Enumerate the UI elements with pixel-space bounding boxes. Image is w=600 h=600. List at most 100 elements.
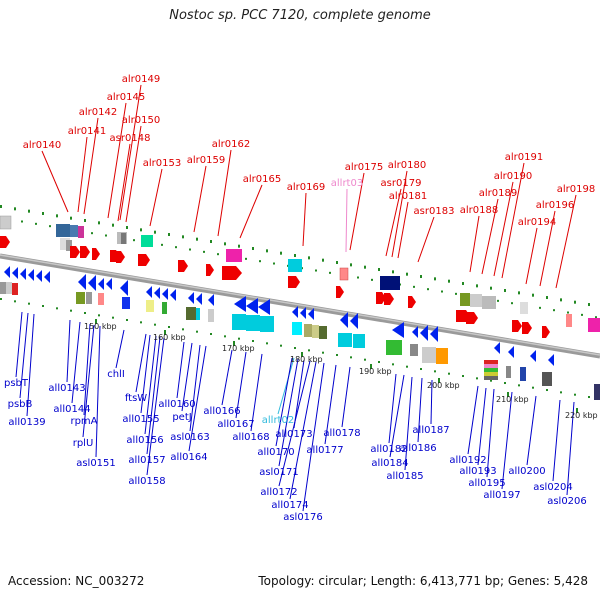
gene-label-all0192[interactable]: all0192 <box>449 455 486 466</box>
gene-arrow[interactable] <box>154 287 160 299</box>
gene-label-all0167[interactable]: all0167 <box>217 419 254 430</box>
gene-block[interactable] <box>484 364 498 368</box>
gene-block[interactable] <box>70 225 78 237</box>
gene-block[interactable] <box>66 240 72 251</box>
gene-block[interactable] <box>141 235 153 247</box>
gene-arrow[interactable] <box>340 312 348 328</box>
gene-arrow[interactable] <box>178 260 188 272</box>
gene-block[interactable] <box>484 372 498 376</box>
gene-block[interactable] <box>353 334 365 348</box>
gene-label-chlI[interactable]: chlI <box>107 369 125 380</box>
gene-arrow[interactable] <box>288 276 300 288</box>
gene-block[interactable] <box>78 226 84 238</box>
gene-label-alr0150[interactable]: alr0150 <box>122 115 160 126</box>
gene-block[interactable] <box>484 376 498 380</box>
gene-label-alr0198[interactable]: alr0198 <box>557 184 595 195</box>
gene-label-alr0188[interactable]: alr0188 <box>460 205 498 216</box>
gene-label-all0155[interactable]: all0155 <box>122 414 159 425</box>
gene-arrow[interactable] <box>420 325 428 341</box>
gene-label-asr0183[interactable]: asr0183 <box>414 206 455 217</box>
gene-block[interactable] <box>338 333 352 347</box>
gene-arrow[interactable] <box>258 299 270 315</box>
gene-block[interactable] <box>98 293 104 305</box>
gene-label-alr0189[interactable]: alr0189 <box>479 188 517 199</box>
gene-label-alr0153[interactable]: alr0153 <box>143 158 181 169</box>
gene-label-all0185[interactable]: all0185 <box>386 471 423 482</box>
gene-label-all0143[interactable]: all0143 <box>48 383 85 394</box>
gene-label-alr0142[interactable]: alr0142 <box>79 107 117 118</box>
gene-block[interactable] <box>0 215 12 230</box>
gene-block[interactable] <box>186 307 196 320</box>
gene-label-psbT[interactable]: psbT <box>4 378 29 389</box>
gene-arrow[interactable] <box>70 246 80 258</box>
gene-block[interactable] <box>86 292 92 304</box>
gene-label-all0158[interactable]: all0158 <box>128 476 165 487</box>
gene-block[interactable] <box>520 302 528 314</box>
gene-block[interactable] <box>121 233 126 244</box>
gene-label-asl0206[interactable]: asl0206 <box>547 496 587 507</box>
gene-arrow[interactable] <box>430 326 438 342</box>
gene-block[interactable] <box>76 292 85 304</box>
gene-arrow[interactable] <box>376 292 386 304</box>
gene-block[interactable] <box>410 344 418 356</box>
gene-arrow[interactable] <box>80 246 90 258</box>
gene-arrow[interactable] <box>336 286 344 298</box>
gene-arrow[interactable] <box>0 236 10 248</box>
gene-arrow[interactable] <box>522 322 532 334</box>
gene-label-all0193[interactable]: all0193 <box>459 466 496 477</box>
gene-block[interactable] <box>304 324 312 337</box>
gene-block[interactable] <box>594 384 600 400</box>
gene-arrow[interactable] <box>12 267 18 279</box>
gene-block[interactable] <box>312 325 319 338</box>
gene-arrow[interactable] <box>392 322 404 338</box>
gene-block[interactable] <box>246 315 260 331</box>
gene-arrow[interactable] <box>106 278 112 290</box>
gene-arrow[interactable] <box>246 298 258 314</box>
gene-label-all0195[interactable]: all0195 <box>468 478 505 489</box>
gene-label-asl0163[interactable]: asl0163 <box>170 432 210 443</box>
gene-block[interactable] <box>226 249 242 262</box>
gene-label-alr0191[interactable]: alr0191 <box>505 152 543 163</box>
gene-label-ftsW[interactable]: ftsW <box>125 393 147 404</box>
gene-arrow[interactable] <box>20 268 26 280</box>
gene-block[interactable] <box>0 282 8 294</box>
gene-block[interactable] <box>436 348 448 364</box>
gene-label-all0184[interactable]: all0184 <box>371 458 408 469</box>
gene-arrow[interactable] <box>170 289 176 301</box>
gene-arrow[interactable] <box>292 306 298 318</box>
gene-block[interactable] <box>260 316 274 332</box>
gene-block[interactable] <box>460 293 470 306</box>
gene-label-all0178[interactable]: all0178 <box>323 428 360 439</box>
gene-label-allrt03[interactable]: allrt03 <box>331 178 363 189</box>
gene-arrow[interactable] <box>120 280 128 296</box>
gene-label-alr0159[interactable]: alr0159 <box>187 155 225 166</box>
gene-block[interactable] <box>288 259 302 272</box>
gene-label-all0172[interactable]: all0172 <box>260 487 297 498</box>
gene-label-all0170[interactable]: all0170 <box>257 447 294 458</box>
gene-arrow[interactable] <box>44 271 50 283</box>
gene-block[interactable] <box>319 326 327 339</box>
gene-arrow[interactable] <box>508 346 514 358</box>
gene-arrow[interactable] <box>196 293 202 305</box>
gene-arrow[interactable] <box>146 286 152 298</box>
gene-label-asl0204[interactable]: asl0204 <box>533 482 573 493</box>
gene-arrow[interactable] <box>530 350 536 362</box>
gene-arrow[interactable] <box>78 274 86 290</box>
gene-label-all0160[interactable]: all0160 <box>158 399 195 410</box>
gene-block[interactable] <box>56 224 70 237</box>
gene-label-alr0141[interactable]: alr0141 <box>68 126 106 137</box>
gene-label-petJ[interactable]: petJ <box>172 412 191 423</box>
gene-arrow[interactable] <box>138 254 150 266</box>
gene-label-asl0176[interactable]: asl0176 <box>283 512 323 523</box>
gene-block[interactable] <box>60 238 70 250</box>
gene-arrow[interactable] <box>88 275 96 291</box>
gene-arrow[interactable] <box>512 320 522 332</box>
gene-label-all0157[interactable]: all0157 <box>128 455 165 466</box>
gene-block[interactable] <box>506 366 511 378</box>
gene-arrow[interactable] <box>188 292 194 304</box>
gene-arrow[interactable] <box>384 293 394 305</box>
gene-label-alr0162[interactable]: alr0162 <box>212 139 250 150</box>
gene-block[interactable] <box>482 296 496 309</box>
gene-arrow[interactable] <box>548 354 554 366</box>
gene-block[interactable] <box>484 368 498 372</box>
